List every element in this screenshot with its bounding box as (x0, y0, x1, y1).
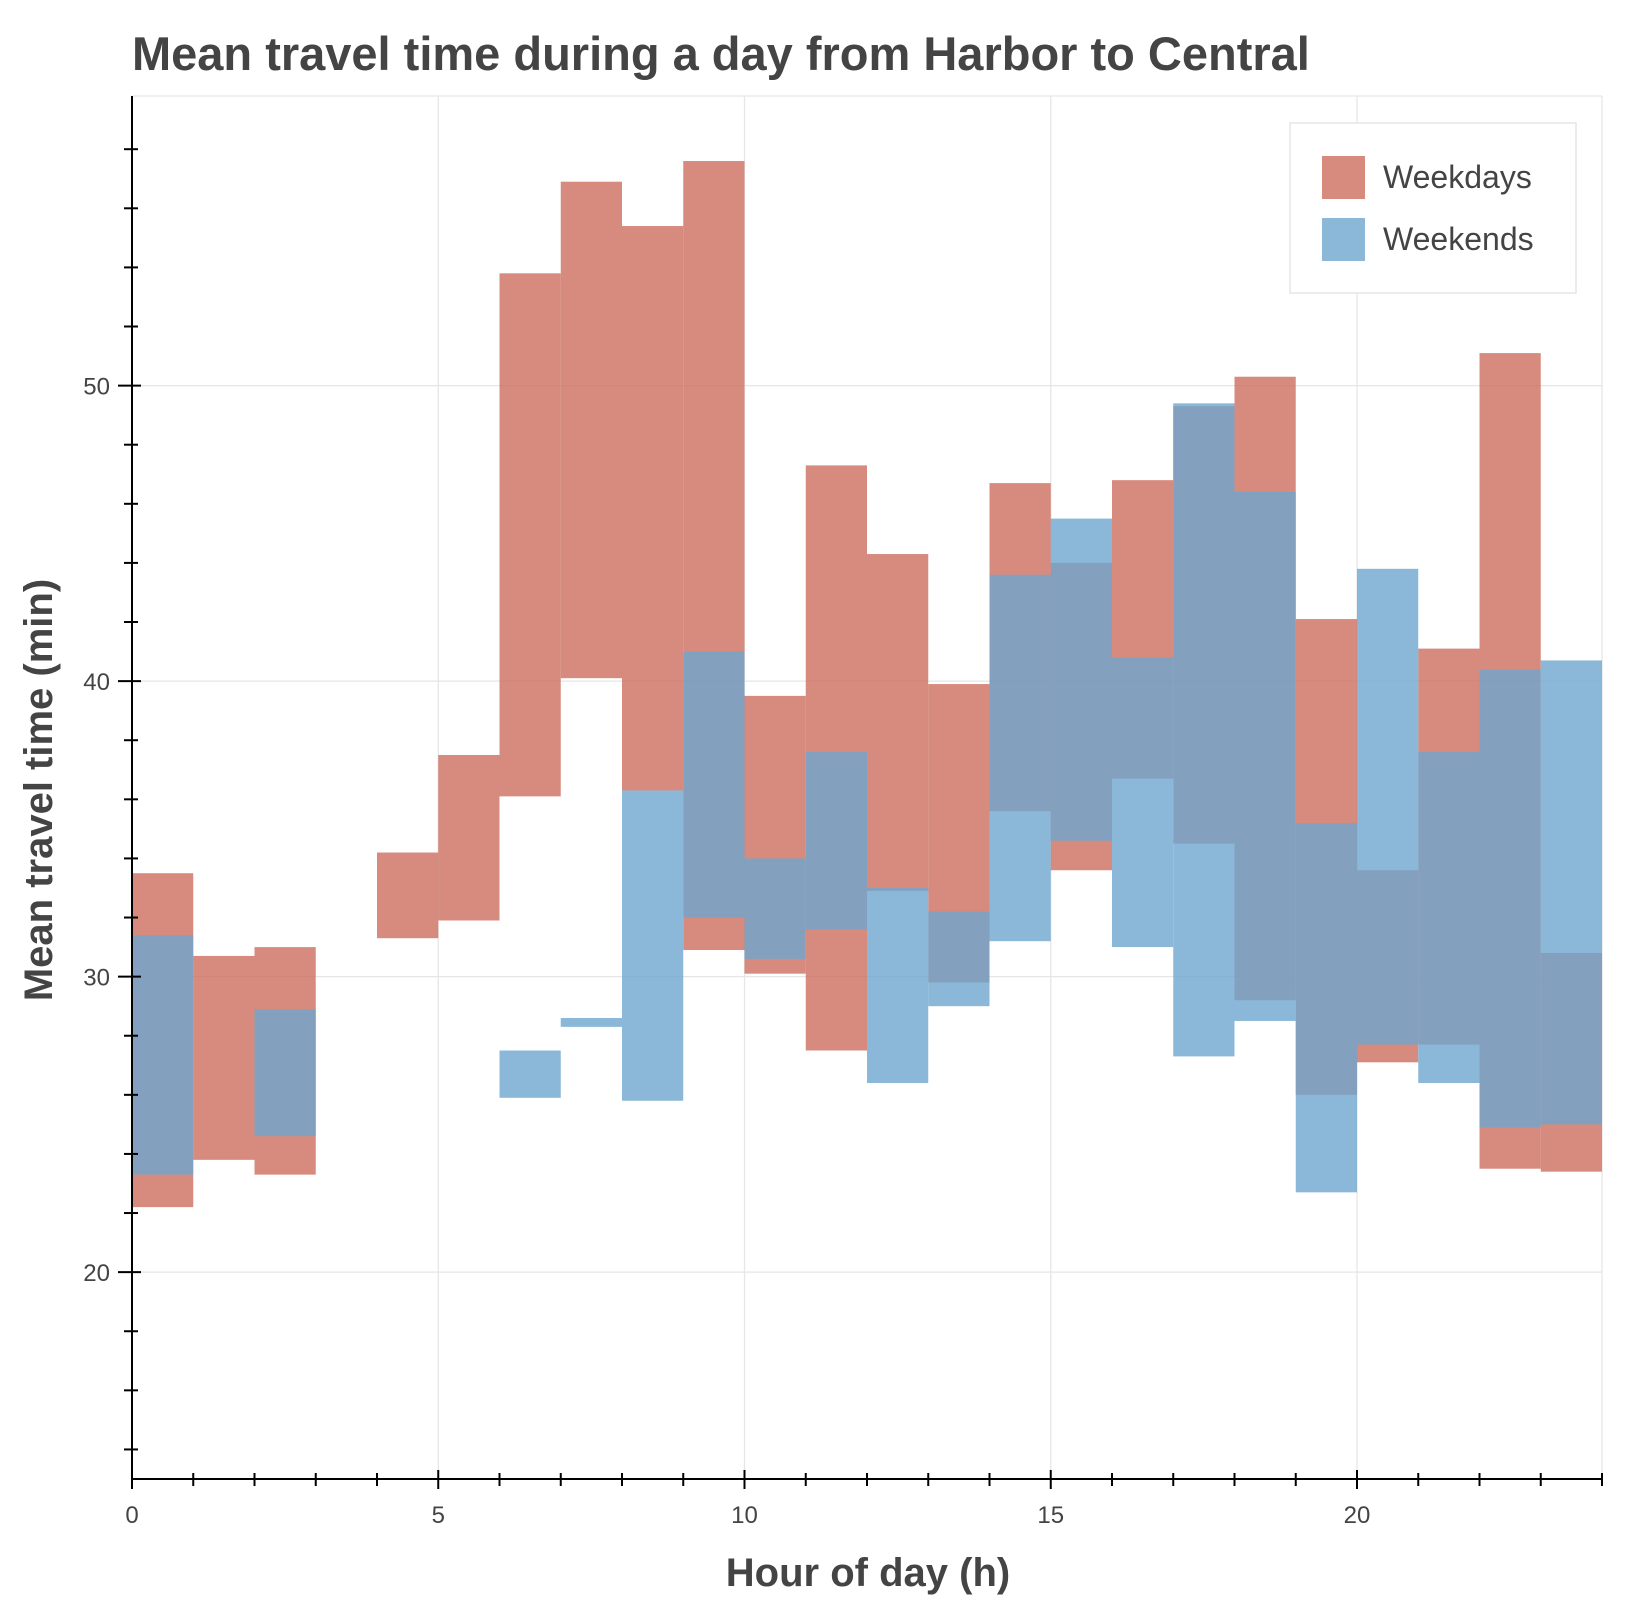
y-axis-label: Mean travel time (min) (17, 579, 61, 1001)
bar-weekdays-hour-1 (193, 955, 255, 1160)
legend: Weekdays Weekends (1289, 122, 1577, 294)
y-tick-label: 30 (83, 965, 110, 992)
bar-weekdays-hour-6 (499, 273, 561, 797)
bars (132, 161, 1602, 1208)
bar-weekends-hour-11 (805, 752, 867, 930)
bar-weekends-hour-16 (1112, 657, 1174, 948)
x-tick-label: 10 (731, 1502, 758, 1529)
bar-weekends-hour-6 (499, 1050, 561, 1098)
bar-weekends-hour-14 (989, 574, 1051, 942)
bar-weekends-hour-19 (1295, 822, 1357, 1193)
bar-weekends-hour-15 (1050, 518, 1112, 841)
bar-weekends-hour-10 (744, 858, 806, 959)
bar-weekends-hour-20 (1357, 568, 1419, 1045)
bar-weekends-hour-9 (683, 651, 745, 918)
bar-weekends-hour-13 (928, 911, 990, 1007)
legend-label-weekends: Weekends (1383, 221, 1534, 257)
x-tick-label: 15 (1037, 1502, 1064, 1529)
y-tick-label: 20 (83, 1260, 110, 1287)
legend-label-weekdays: Weekdays (1383, 159, 1532, 195)
bar-weekends-hour-8 (622, 790, 684, 1101)
bar-weekends-hour-17 (1173, 403, 1235, 1057)
chart-title: Mean travel time during a day from Harbo… (132, 27, 1310, 80)
bar-weekdays-hour-4 (377, 852, 439, 939)
y-tick-label: 40 (83, 669, 110, 696)
y-tick-label: 50 (83, 374, 110, 401)
bar-weekends-hour-0 (132, 935, 194, 1175)
bar-weekends-hour-22 (1479, 669, 1541, 1128)
legend-swatch-weekdays (1322, 156, 1365, 199)
legend-swatch-weekends (1322, 218, 1365, 261)
x-tick-label: 20 (1344, 1502, 1371, 1529)
x-tick-label: 5 (432, 1502, 445, 1529)
bar-weekends-hour-21 (1418, 752, 1480, 1084)
bar-weekdays-hour-8 (622, 226, 684, 791)
bar-weekends-hour-18 (1234, 491, 1296, 1021)
bar-weekends-hour-12 (867, 887, 929, 1084)
bar-weekdays-hour-7 (560, 181, 622, 679)
bar-weekdays-hour-5 (438, 754, 500, 921)
x-axis-label: Hour of day (h) (726, 1551, 1010, 1595)
axes: 0 5 10 15 20 20 30 40 50 (83, 96, 1603, 1529)
bar-weekdays-hour-12 (867, 554, 929, 891)
bar-weekends-hour-2 (254, 1009, 316, 1137)
bar-weekends-hour-23 (1540, 660, 1602, 1125)
x-tick-label: 0 (125, 1502, 138, 1529)
bar-weekends-hour-7 (560, 1018, 622, 1027)
legend-box (1289, 122, 1577, 294)
